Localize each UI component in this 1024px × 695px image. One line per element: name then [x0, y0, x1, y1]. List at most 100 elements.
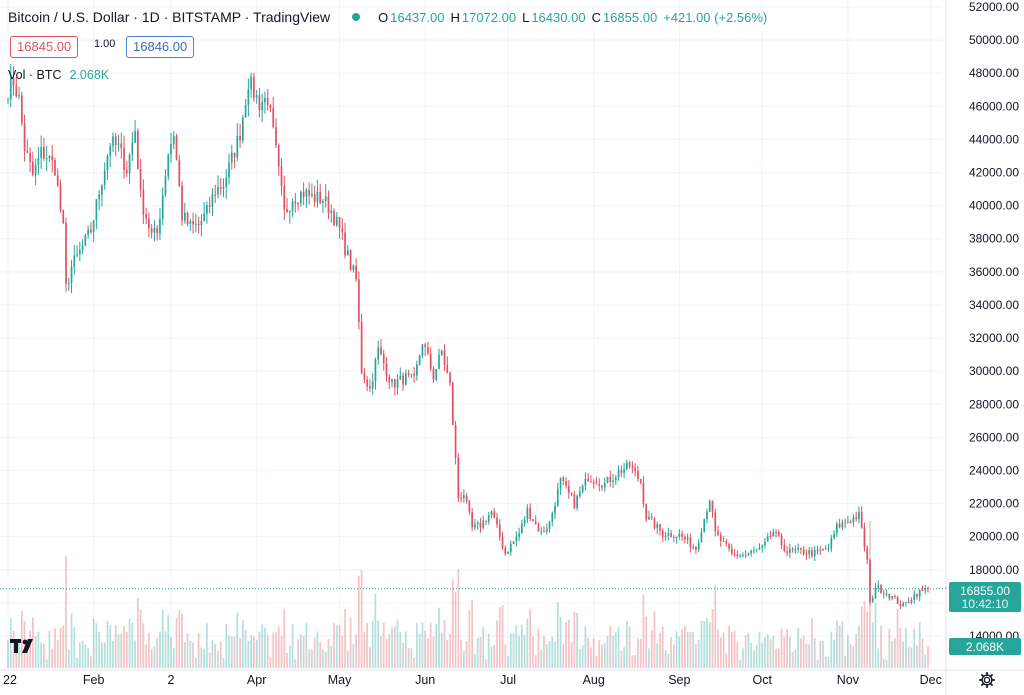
candle-body	[217, 187, 219, 195]
candle-body	[382, 353, 385, 364]
tradingview-logo-icon[interactable]	[10, 636, 40, 656]
x-tick-label: Dec	[920, 673, 942, 687]
gear-icon[interactable]	[978, 671, 996, 689]
candle-body	[175, 135, 178, 160]
volume-bar	[672, 644, 675, 668]
candle-body	[195, 223, 197, 225]
candle-body	[385, 363, 388, 377]
volume-bar	[222, 658, 225, 668]
candle-body	[714, 512, 717, 531]
candle-body	[40, 147, 43, 159]
candle-body	[739, 555, 741, 557]
volume-bar	[233, 636, 236, 668]
volume-bar	[344, 609, 346, 668]
candle-body	[214, 194, 217, 196]
volume-bar	[797, 627, 800, 668]
volume-bar	[642, 594, 645, 668]
candle-body	[95, 199, 98, 221]
candle-body	[76, 254, 78, 256]
volume-bar	[498, 607, 501, 668]
candle-body	[681, 533, 683, 537]
sell-button[interactable]: 16845.00	[10, 36, 79, 58]
volume-bar	[653, 611, 656, 668]
candle-body	[797, 547, 800, 550]
volume-bar	[523, 635, 526, 668]
candle-body	[612, 480, 614, 483]
candle-body	[369, 386, 371, 389]
volume-bar	[761, 643, 764, 668]
volume-bar	[416, 623, 418, 668]
candle-body	[543, 531, 545, 533]
volume-bar	[637, 638, 639, 668]
volume-bar	[871, 622, 874, 668]
candle-body	[689, 537, 692, 548]
candle-body	[258, 95, 261, 110]
y-tick-label: 30000.00	[969, 364, 1019, 378]
volume-bar	[371, 620, 374, 668]
volume-bar	[606, 636, 609, 668]
candle-body	[562, 477, 565, 482]
volume-bar	[556, 602, 559, 668]
candle-body	[479, 522, 482, 528]
volume-bar	[916, 645, 918, 668]
candle-body	[565, 481, 567, 486]
volume-bar	[515, 625, 518, 668]
volume-bar	[230, 636, 233, 668]
candle-body	[341, 228, 344, 233]
candle-body	[902, 603, 904, 606]
candle-body	[427, 347, 429, 354]
candle-body	[37, 158, 40, 165]
symbol-title[interactable]: Bitcoin / U.S. Dollar · 1D · BITSTAMP · …	[8, 9, 331, 25]
volume-bar	[896, 609, 899, 668]
volume-bar	[291, 624, 294, 668]
candle-body	[338, 217, 341, 229]
candle-body	[117, 143, 120, 146]
volume-bar	[109, 625, 112, 668]
volume-bar	[424, 630, 427, 668]
candle-body	[753, 550, 755, 552]
volume-bar	[18, 643, 20, 668]
candle-body	[791, 548, 794, 550]
candle-body	[628, 462, 631, 467]
candle-body	[84, 234, 87, 246]
candle-body	[866, 547, 869, 560]
candle-body	[170, 144, 172, 155]
candle-body	[545, 528, 548, 532]
candle-body	[783, 544, 786, 552]
candle-body	[335, 217, 338, 226]
candle-body	[250, 77, 252, 90]
volume-bar	[427, 637, 429, 668]
volume-bar	[847, 635, 849, 668]
volume-bar	[526, 618, 529, 668]
volume-bar	[460, 639, 462, 668]
candle-body	[32, 161, 34, 176]
volume-bar	[101, 642, 103, 668]
volume-bar	[396, 619, 399, 668]
volume-bar	[902, 641, 904, 668]
volume-bar	[9, 618, 12, 668]
candle-body	[128, 154, 131, 174]
volume-bar	[172, 647, 175, 668]
volume-bar	[363, 632, 366, 668]
volume-bar	[399, 632, 402, 668]
volume-bar	[20, 610, 23, 668]
candle-body	[634, 467, 637, 472]
buy-button[interactable]: 16846.00	[126, 36, 195, 58]
volume-bar	[59, 627, 62, 668]
candle-body	[794, 549, 797, 551]
volume-bar	[391, 627, 393, 668]
candle-body	[371, 381, 374, 389]
candle-body	[559, 477, 562, 489]
volume-bar	[349, 617, 352, 668]
candle-body	[601, 485, 603, 488]
candle-body	[916, 593, 918, 597]
candle-body	[728, 543, 730, 549]
candle-body	[921, 590, 924, 592]
volume-bar	[78, 642, 81, 668]
candle-body	[363, 372, 366, 380]
volume-bar	[189, 640, 192, 668]
candle-body	[404, 373, 407, 385]
candle-body	[899, 604, 902, 606]
volume-bar	[413, 657, 415, 668]
